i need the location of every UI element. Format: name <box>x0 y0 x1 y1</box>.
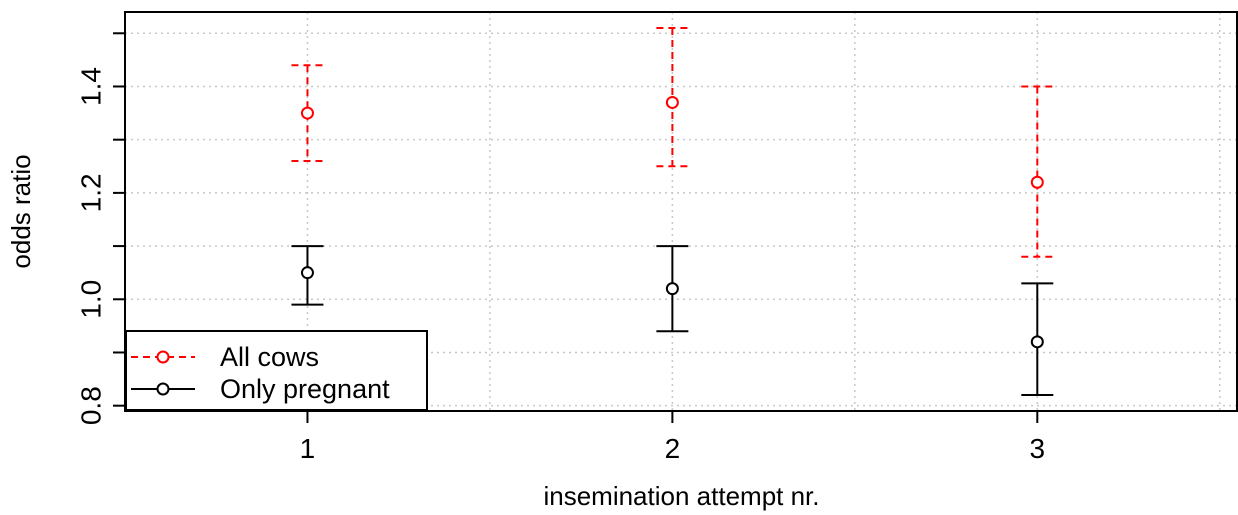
series-only-pregnant <box>291 245 1054 397</box>
y-tick-label: 1.0 <box>75 280 106 319</box>
plot-frame <box>124 11 1238 412</box>
data-point <box>665 282 679 296</box>
x-tick-label: 3 <box>1030 433 1046 464</box>
data-point <box>300 106 314 120</box>
legend-marker-all-cows <box>156 350 170 364</box>
y-tick-label: 1.2 <box>75 173 106 212</box>
legend-label-only-pregnant: Only pregnant <box>220 374 390 404</box>
data-point <box>665 95 679 109</box>
y-tick-label: 1.4 <box>75 67 106 106</box>
legend-label-all-cows: All cows <box>220 342 319 372</box>
series-all-cows <box>291 26 1054 258</box>
data-point <box>300 266 314 280</box>
y-tick-label: 0.8 <box>75 386 106 425</box>
data-point <box>1030 175 1044 189</box>
legend-marker-only-pregnant <box>156 382 170 396</box>
x-tick-label: 1 <box>300 433 316 464</box>
series-layer <box>291 26 1054 397</box>
y-axis-title: odds ratio <box>6 154 36 268</box>
axes: 0.8 1.0 1.2 1.4 1 2 3 <box>75 32 1046 464</box>
legend: All cows Only pregnant <box>125 330 428 411</box>
x-axis-title: insemination attempt nr. <box>543 481 819 511</box>
legend-entry-all-cows: All cows <box>131 342 319 372</box>
legend-box <box>125 330 428 411</box>
legend-entry-only-pregnant: Only pregnant <box>131 374 390 404</box>
data-point <box>1030 335 1044 349</box>
x-tick-label: 2 <box>665 433 681 464</box>
